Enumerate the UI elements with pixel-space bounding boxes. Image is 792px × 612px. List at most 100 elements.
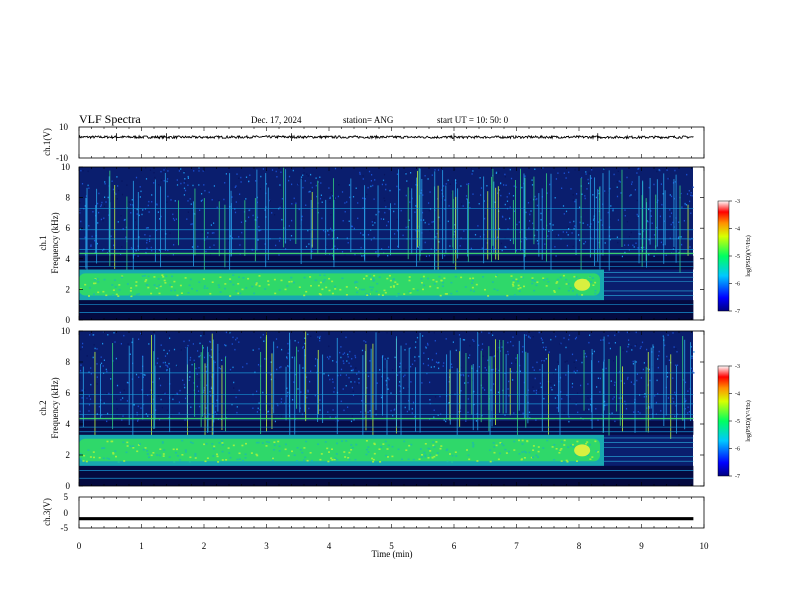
spectral-speckle bbox=[680, 191, 682, 194]
noise-band-speckle bbox=[392, 285, 395, 287]
spectral-speckle bbox=[349, 350, 351, 353]
noise-band-speckle bbox=[493, 288, 496, 290]
spectral-speckle bbox=[256, 216, 259, 219]
noise-band-speckle bbox=[407, 458, 410, 461]
spectral-speckle bbox=[599, 391, 601, 393]
spectral-speckle bbox=[259, 409, 261, 411]
spectral-speckle bbox=[210, 387, 213, 390]
spectral-speckle bbox=[540, 219, 542, 221]
spectral-speckle bbox=[252, 214, 254, 217]
spectral-speckle bbox=[185, 180, 187, 183]
spectral-speckle bbox=[415, 230, 417, 232]
spectral-speckle bbox=[90, 383, 92, 386]
spectral-speckle bbox=[566, 394, 568, 396]
spectral-speckle bbox=[473, 403, 475, 406]
spectral-speckle bbox=[591, 169, 593, 171]
noise-band-speckle bbox=[585, 442, 588, 445]
spectral-speckle bbox=[121, 180, 123, 182]
spectral-speckle bbox=[665, 254, 667, 256]
spectral-speckle bbox=[92, 211, 94, 213]
colorbar-tick-label: -5 bbox=[735, 419, 740, 425]
spectral-speckle bbox=[160, 344, 162, 346]
spectral-speckle bbox=[96, 383, 98, 385]
spectral-speckle bbox=[304, 180, 306, 182]
noise-band-speckle bbox=[141, 275, 144, 277]
spectral-speckle bbox=[429, 381, 431, 384]
noise-band-speckle bbox=[408, 279, 411, 282]
spectral-speckle bbox=[577, 411, 579, 414]
spectral-speckle bbox=[100, 204, 102, 206]
spectral-speckle bbox=[149, 235, 151, 237]
noise-band-speckle bbox=[224, 283, 227, 285]
spectral-speckle bbox=[552, 229, 554, 231]
spectral-speckle bbox=[405, 173, 407, 175]
spectral-speckle bbox=[347, 356, 349, 358]
spectral-speckle bbox=[145, 227, 148, 229]
noise-band bbox=[79, 438, 600, 462]
noise-band-speckle bbox=[513, 440, 516, 443]
noise-band-speckle bbox=[472, 277, 475, 280]
spectral-speckle bbox=[263, 340, 265, 342]
spectral-speckle bbox=[598, 360, 600, 363]
spectral-speckle bbox=[166, 409, 168, 411]
spectral-speckle bbox=[386, 224, 388, 227]
noise-band-speckle bbox=[317, 443, 320, 445]
spectral-speckle bbox=[469, 354, 471, 356]
spectral-speckle bbox=[427, 344, 429, 346]
spectral-speckle bbox=[480, 194, 482, 196]
spectral-speckle bbox=[225, 331, 227, 334]
colorbar-tick-label: -5 bbox=[735, 254, 740, 260]
spectral-speckle bbox=[108, 392, 110, 395]
noise-band-speckle bbox=[571, 290, 574, 292]
spectral-speckle bbox=[561, 187, 563, 189]
spectral-speckle bbox=[555, 335, 557, 338]
spectral-speckle bbox=[511, 362, 513, 364]
spectral-speckle bbox=[166, 352, 168, 355]
spectral-speckle bbox=[209, 341, 212, 343]
spectral-speckle bbox=[399, 371, 401, 373]
noise-band-speckle bbox=[468, 458, 471, 461]
spectral-speckle bbox=[236, 337, 238, 339]
spectral-speckle bbox=[609, 238, 611, 241]
spectral-speckle bbox=[286, 356, 288, 358]
spectral-speckle bbox=[639, 412, 641, 414]
noise-band-speckle bbox=[410, 443, 413, 446]
time-tick-label: 2 bbox=[202, 541, 207, 551]
spectral-speckle bbox=[544, 243, 546, 245]
spectral-speckle bbox=[319, 337, 321, 339]
spectral-speckle bbox=[262, 333, 264, 336]
spectral-speckle bbox=[173, 348, 176, 351]
spectral-speckle bbox=[444, 199, 446, 201]
noise-band-speckle bbox=[245, 442, 247, 445]
noise-band-speckle bbox=[371, 457, 374, 460]
noise-band-speckle bbox=[334, 288, 337, 290]
spectral-speckle bbox=[297, 388, 299, 390]
noise-band-speckle bbox=[205, 443, 208, 445]
spectral-speckle bbox=[432, 253, 434, 255]
spectral-speckle bbox=[103, 417, 105, 419]
noise-band-speckle bbox=[377, 293, 380, 296]
spectral-speckle bbox=[229, 331, 231, 334]
spectral-speckle bbox=[116, 415, 118, 417]
noise-band-speckle bbox=[257, 441, 260, 444]
spectral-speckle bbox=[484, 389, 486, 391]
noise-band-speckle bbox=[401, 458, 403, 461]
noise-band-speckle bbox=[118, 284, 121, 286]
noise-band-speckle bbox=[120, 276, 123, 279]
noise-band-speckle bbox=[373, 274, 376, 277]
noise-band-speckle bbox=[288, 281, 291, 283]
spectral-speckle bbox=[387, 377, 389, 379]
spectral-speckle bbox=[688, 411, 690, 413]
spectral-speckle bbox=[157, 211, 159, 213]
noise-band-speckle bbox=[93, 456, 95, 459]
spectral-speckle bbox=[455, 349, 457, 352]
spectral-speckle bbox=[340, 374, 342, 376]
spectral-speckle bbox=[274, 378, 276, 380]
spectral-speckle bbox=[674, 415, 676, 418]
spectral-speckle bbox=[672, 377, 674, 379]
spectral-speckle bbox=[529, 417, 531, 419]
spectral-speckle bbox=[335, 416, 337, 419]
spectral-speckle bbox=[240, 221, 243, 223]
spectral-speckle bbox=[295, 202, 297, 204]
noise-band-speckle bbox=[533, 280, 536, 282]
